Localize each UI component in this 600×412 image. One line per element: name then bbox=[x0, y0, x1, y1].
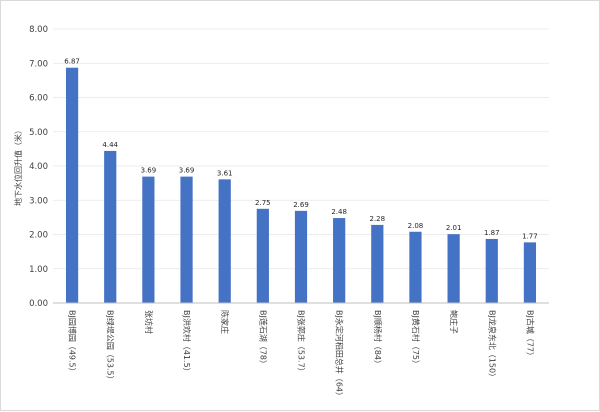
y-tick-label: 3.00 bbox=[29, 196, 48, 206]
data-label: 3.69 bbox=[179, 167, 195, 175]
bar bbox=[180, 176, 193, 303]
data-label: 3.69 bbox=[141, 167, 157, 175]
category-label: 鲍庄子 bbox=[449, 310, 459, 334]
data-label: 2.69 bbox=[293, 201, 309, 209]
bar bbox=[294, 210, 308, 303]
category-label: BJ绿堤公园（53.5） bbox=[106, 310, 116, 384]
category-label: BJ龙泉东北（150） bbox=[487, 310, 497, 381]
bar bbox=[256, 208, 269, 303]
category-label: BJ张郭庄（53.7） bbox=[297, 310, 307, 376]
gridlines bbox=[53, 28, 549, 270]
bar bbox=[218, 179, 231, 303]
data-label: 2.75 bbox=[255, 199, 271, 207]
y-tick-label: 0.00 bbox=[29, 299, 48, 309]
category-label: BJ黄石村（75） bbox=[411, 310, 421, 368]
data-label: 3.61 bbox=[217, 169, 233, 177]
y-axis-title: 地下水位回升值（米） bbox=[13, 126, 23, 206]
category-label: 陈家庄 bbox=[220, 310, 230, 334]
bar bbox=[371, 224, 384, 303]
bar bbox=[447, 234, 460, 303]
y-tick-label: 7.00 bbox=[29, 59, 48, 69]
category-label: 张坊村 bbox=[144, 310, 154, 334]
data-label: 6.87 bbox=[64, 58, 80, 66]
bars bbox=[65, 67, 537, 303]
bar bbox=[142, 176, 155, 303]
bar bbox=[523, 242, 537, 303]
bar bbox=[65, 67, 79, 303]
bar bbox=[333, 218, 346, 303]
bar bbox=[485, 238, 498, 303]
y-tick-label: 4.00 bbox=[29, 162, 48, 172]
category-label: BJ永定河稻田总井（64） bbox=[335, 310, 345, 400]
y-tick-label: 6.00 bbox=[29, 94, 48, 104]
data-label: 1.77 bbox=[522, 232, 538, 240]
data-label: 2.08 bbox=[408, 222, 424, 230]
data-label: 2.28 bbox=[370, 215, 386, 223]
y-axis-tick-labels: 0.00 1.00 2.00 3.00 4.00 5.00 6.00 7.00 8.00 bbox=[29, 25, 48, 309]
data-label: 4.44 bbox=[102, 141, 118, 149]
bar bbox=[104, 150, 117, 303]
data-labels: 6.87 4.44 3.69 3.69 3.61 2.75 2.69 2.48 2.28 2.08… bbox=[64, 58, 537, 241]
y-tick-label: 5.00 bbox=[29, 128, 48, 138]
y-tick-label: 1.00 bbox=[29, 265, 48, 275]
category-label: BJ顺杨村（84） bbox=[373, 310, 383, 368]
category-label: BJ园博园（49.5） bbox=[68, 310, 78, 376]
y-tick-label: 2.00 bbox=[29, 231, 48, 241]
y-tick-label: 8.00 bbox=[29, 25, 48, 35]
category-labels: BJ园博园（49.5） BJ绿堤公园（53.5） 张坊村 BJ洪欢村（41.5） 陈家庄… bbox=[68, 310, 536, 400]
category-label: BJ莲石湖（78） bbox=[258, 310, 268, 368]
category-label: BJ古城（77） bbox=[525, 310, 535, 360]
category-label: BJ洪欢村（41.5） bbox=[182, 310, 192, 376]
data-label: 1.87 bbox=[484, 229, 500, 237]
bar bbox=[409, 231, 422, 303]
data-label: 2.01 bbox=[446, 224, 462, 232]
data-label: 2.48 bbox=[331, 208, 347, 216]
